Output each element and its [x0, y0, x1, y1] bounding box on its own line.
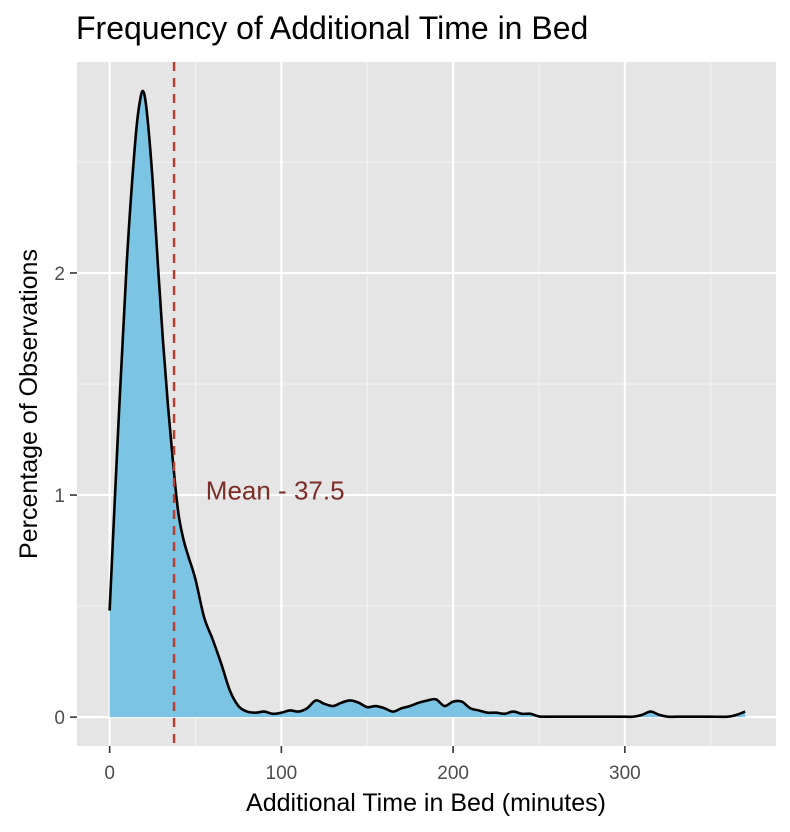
- x-tick-label: 100: [266, 763, 298, 784]
- minor-gridlines: [77, 62, 776, 746]
- y-tick-label: 1: [54, 486, 65, 507]
- x-tick-label: 300: [609, 763, 641, 784]
- mean-annotation: Mean - 37.5: [206, 476, 345, 506]
- x-axis-title: Additional Time in Bed (minutes): [246, 789, 606, 817]
- y-tick-label: 2: [54, 264, 65, 285]
- y-tick-label: 0: [54, 708, 65, 729]
- chart-title: Frequency of Additional Time in Bed: [76, 10, 588, 46]
- x-tick-label: 200: [437, 763, 469, 784]
- y-axis-ticks: 0 1 2: [54, 264, 77, 729]
- y-axis-title: Percentage of Observations: [15, 249, 43, 559]
- density-curve: [108, 89, 746, 719]
- x-tick-label: 0: [104, 763, 115, 784]
- x-axis-ticks: 0 100 200 300: [104, 746, 641, 784]
